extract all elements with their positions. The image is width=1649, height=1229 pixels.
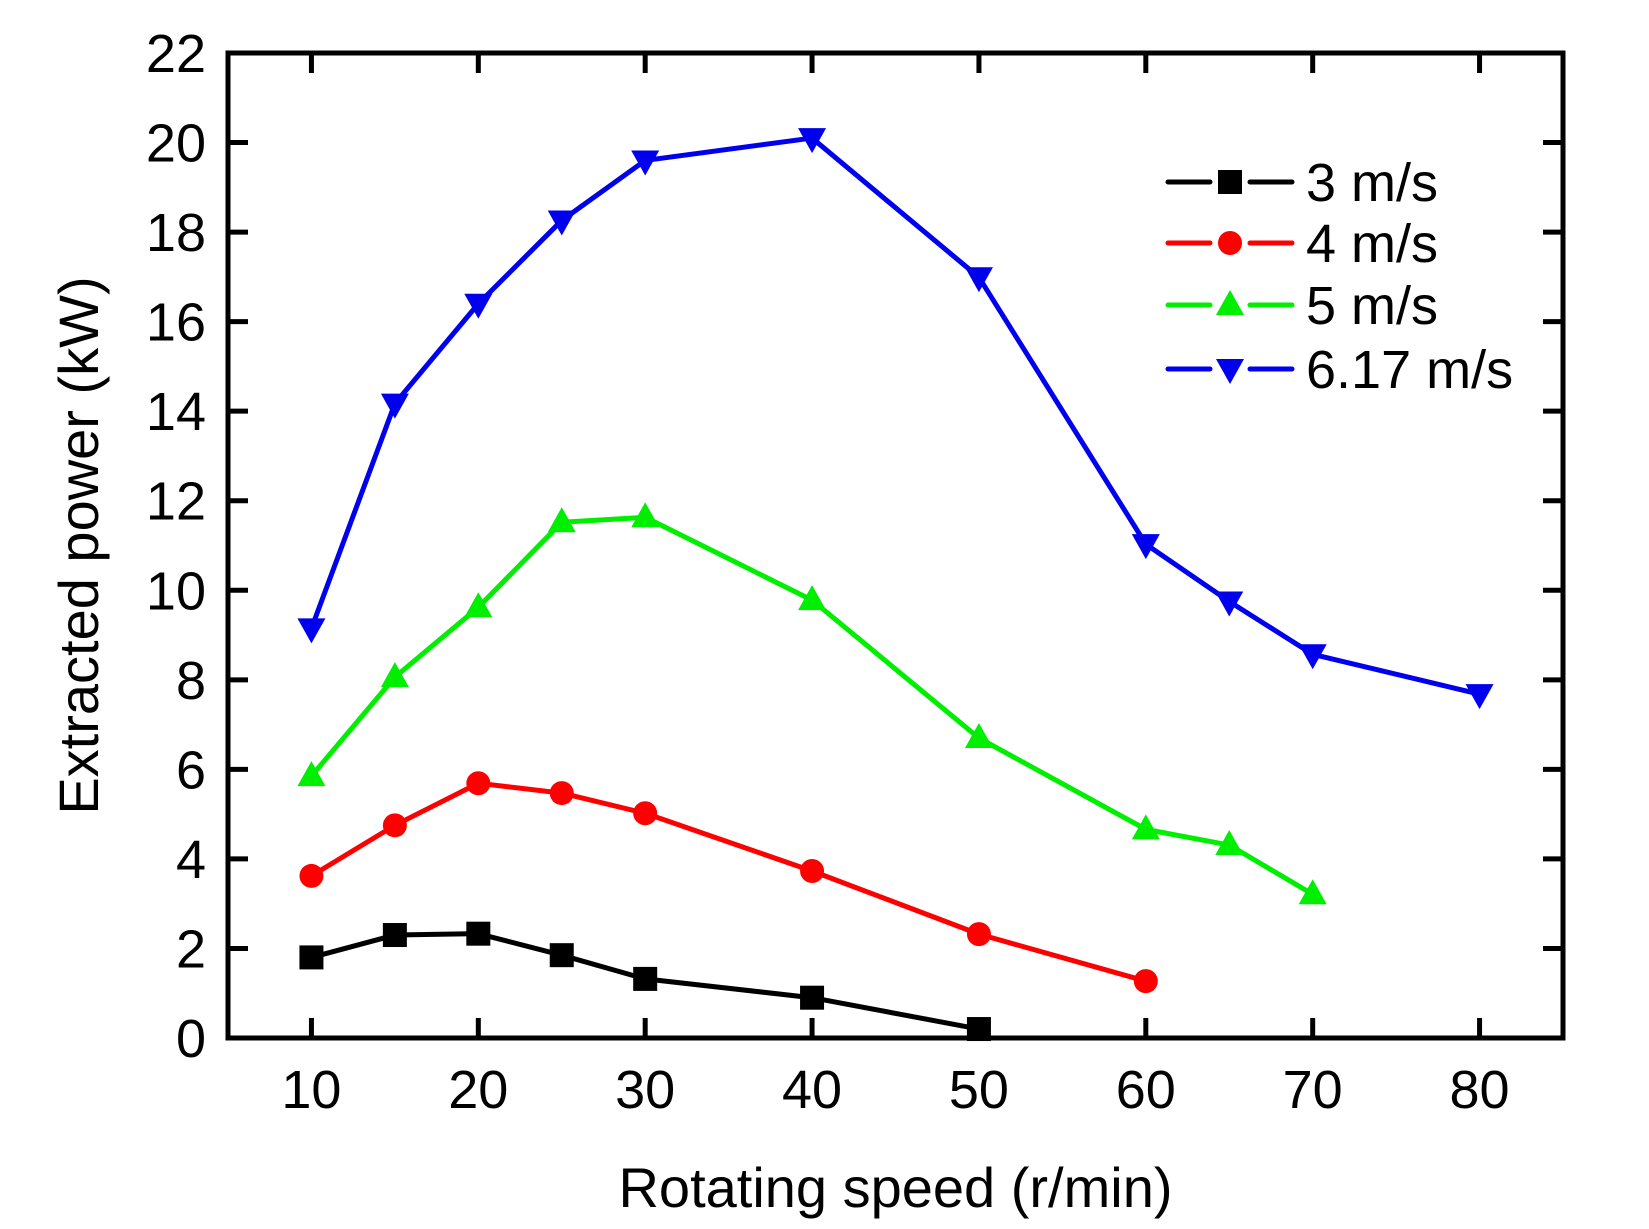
data-point: [1298, 879, 1327, 905]
data-point: [964, 723, 993, 749]
data-point: [297, 761, 326, 787]
legend-item: 3 m/s: [1165, 153, 1438, 213]
data-point: [466, 771, 491, 796]
y-tick-label: 4: [176, 830, 206, 890]
series-line: [308, 780, 1149, 984]
legend-marker: [1218, 170, 1242, 194]
legend-label: 5 m/s: [1306, 276, 1438, 336]
legend-marker: [1218, 231, 1242, 255]
legend-item: 4 m/s: [1165, 214, 1438, 274]
data-point: [380, 393, 409, 419]
legend-label: 3 m/s: [1306, 153, 1438, 213]
data-point: [299, 945, 324, 970]
series-layer: [297, 128, 1494, 1042]
x-tick-labels: 10 20 30 40 50 60 70 80: [281, 1060, 1509, 1120]
data-point: [549, 943, 574, 968]
y-tick-label: 8: [176, 651, 206, 711]
data-point: [1215, 591, 1244, 617]
data-point: [1215, 830, 1244, 856]
y-axis-title: Extracted power (kW): [47, 276, 110, 814]
data-point: [966, 1017, 991, 1042]
y-tick-label: 0: [176, 1009, 206, 1069]
y-tick-label: 2: [176, 919, 206, 979]
plot-frame: [225, 50, 1566, 1041]
legend-label: 6.17 m/s: [1306, 340, 1513, 400]
data-point: [1131, 534, 1160, 560]
data-point: [800, 985, 825, 1010]
legend: 3 m/s4 m/s5 m/s6.17 m/s: [1165, 153, 1513, 400]
data-point: [631, 502, 660, 528]
data-point: [1133, 969, 1158, 994]
y-tick-label: 10: [146, 561, 206, 621]
y-tick-label: 18: [146, 203, 206, 263]
x-tick-label: 30: [615, 1060, 675, 1120]
data-point: [633, 966, 658, 991]
data-point: [382, 813, 407, 838]
data-point: [800, 858, 825, 883]
data-point: [1465, 684, 1494, 710]
data-point: [1298, 644, 1327, 670]
y-tick-label: 14: [146, 382, 206, 442]
data-point: [549, 781, 574, 806]
y-tick-label: 12: [146, 472, 206, 532]
data-point: [464, 592, 493, 618]
series-5-m-s: [297, 502, 1327, 905]
data-point: [966, 922, 991, 947]
y-tick-labels: 0 2 4 6 8 10 12 14 16 18 20 22: [146, 24, 206, 1069]
x-tick-label: 50: [949, 1060, 1009, 1120]
data-point: [299, 863, 324, 888]
series-4-m-s: [299, 771, 1158, 994]
data-point: [297, 618, 326, 644]
x-tick-label: 80: [1450, 1060, 1510, 1120]
data-point: [464, 293, 493, 319]
x-tick-label: 70: [1283, 1060, 1343, 1120]
data-point: [798, 128, 827, 154]
legend-item: 6.17 m/s: [1165, 340, 1513, 400]
y-tick-label: 20: [146, 114, 206, 174]
x-tick-label: 20: [448, 1060, 508, 1120]
data-point: [380, 662, 409, 688]
x-tick-label: 40: [782, 1060, 842, 1120]
series-line: [308, 514, 1316, 897]
data-point: [631, 150, 660, 176]
legend-item: 5 m/s: [1165, 276, 1438, 336]
data-point: [382, 923, 407, 948]
data-point: [964, 267, 993, 293]
data-point: [466, 921, 491, 946]
series-6-17-m-s: [297, 128, 1494, 710]
series-3-m-s: [299, 921, 991, 1042]
legend-label: 4 m/s: [1306, 214, 1438, 274]
x-tick-label: 10: [281, 1060, 341, 1120]
data-point: [1131, 814, 1160, 840]
data-point: [547, 507, 576, 533]
x-tick-label: 60: [1116, 1060, 1176, 1120]
data-point: [547, 210, 576, 236]
y-tick-label: 22: [146, 24, 206, 84]
x-axis-title: Rotating speed (r/min): [618, 1156, 1172, 1219]
legend-marker: [1216, 290, 1244, 315]
data-point: [798, 585, 827, 611]
data-point: [633, 801, 658, 826]
y-tick-label: 16: [146, 293, 206, 353]
y-tick-label: 6: [176, 740, 206, 800]
legend-marker: [1216, 359, 1244, 384]
